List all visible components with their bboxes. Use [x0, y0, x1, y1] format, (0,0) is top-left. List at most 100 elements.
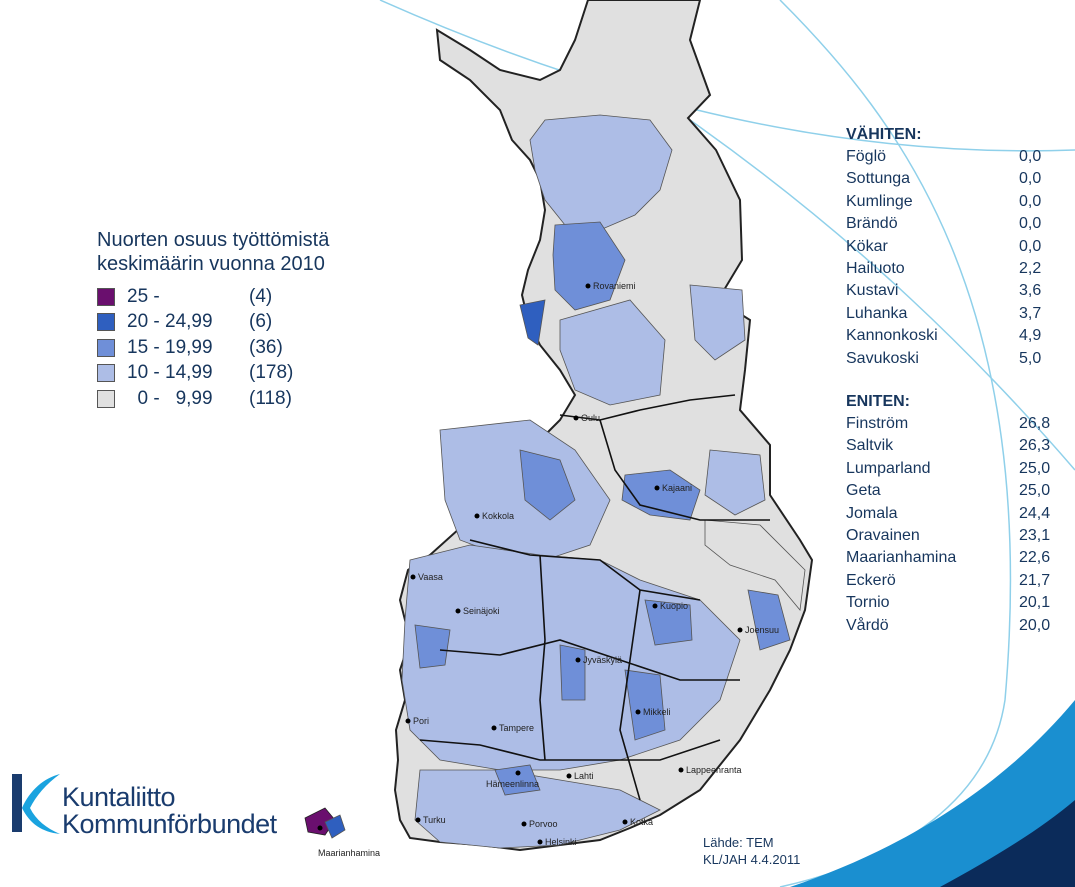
legend-swatch	[97, 287, 115, 306]
legend-swatch	[97, 364, 115, 383]
city-oulu: Oulu	[573, 413, 600, 423]
legend-count: (6)	[249, 311, 273, 333]
svg-text:Seinäjoki: Seinäjoki	[463, 606, 500, 616]
svg-text:Lappeenranta: Lappeenranta	[686, 765, 742, 775]
svg-text:Kotka: Kotka	[630, 817, 653, 827]
municipality-value: 2,2	[1019, 259, 1042, 277]
table-row: Kumlinge 0,0	[846, 191, 1053, 213]
legend-swatch	[97, 389, 115, 408]
municipality-name: Kustavi	[846, 282, 899, 300]
municipality-name: Oravainen	[846, 526, 920, 544]
city-joensuu: Joensuu	[737, 625, 779, 635]
municipality-value: 20,1	[1019, 594, 1051, 612]
svg-text:Joensuu: Joensuu	[745, 625, 779, 635]
city-pori: Pori	[405, 716, 429, 726]
municipality-name: Luhanka	[846, 304, 908, 322]
svg-text:Lahti: Lahti	[574, 771, 594, 781]
legend-range: 25 -	[127, 285, 160, 307]
municipality-name: Kumlinge	[846, 192, 913, 210]
municipality-name: Eckerö	[846, 571, 896, 589]
table-row: Oravainen 23,1	[846, 525, 1053, 547]
municipality-value: 25,0	[1019, 482, 1051, 500]
legend-row: 10 - 14,99 (178)	[97, 361, 329, 387]
corner-swoosh-dark	[940, 800, 1075, 887]
table-row: Savukoski 5,0	[846, 348, 1053, 370]
municipality-name: Brändö	[846, 215, 898, 233]
least-title: VÄHITEN:	[846, 126, 922, 143]
municipality-value: 3,6	[1019, 282, 1042, 300]
municipality-regions	[304, 114, 806, 849]
city-markers: Rovaniemi Oulu Kajaani Kokkola Vaasa Sei…	[317, 281, 779, 858]
city-turku: Turku	[415, 815, 446, 825]
municipality-value: 22,6	[1019, 549, 1051, 567]
city-helsinki: Helsinki	[537, 837, 577, 847]
table-row: Maarianhamina 22,6	[846, 547, 1053, 569]
municipality-name: Saltvik	[846, 437, 894, 455]
city-lappeenranta: Lappeenranta	[678, 765, 742, 775]
region-north-light	[529, 114, 673, 231]
legend-title: Nuorten osuus työttömistä keskimäärin vu…	[97, 228, 329, 276]
table-row: Föglö 0,0	[846, 146, 1053, 168]
municipality-value: 23,1	[1019, 526, 1051, 544]
map-legend: Nuorten osuus työttömistä keskimäärin vu…	[97, 228, 329, 412]
table-row: Vårdö 20,0	[846, 615, 1053, 637]
legend-count: (4)	[249, 285, 273, 307]
region-jyvaskyla	[559, 644, 586, 701]
svg-text:Oulu: Oulu	[581, 413, 600, 423]
municipality-value: 0,0	[1019, 237, 1042, 255]
svg-text:Rovaniemi: Rovaniemi	[593, 281, 636, 291]
region-east-lapland	[689, 284, 746, 361]
region-aland-blue	[324, 814, 346, 839]
table-row: Lumparland 25,0	[846, 458, 1053, 480]
municipality-name: Föglö	[846, 148, 887, 165]
svg-text:Hämeenlinna: Hämeenlinna	[486, 779, 539, 789]
municipality-name: Tornio	[846, 594, 890, 612]
municipality-value: 25,0	[1019, 459, 1051, 477]
region-rovaniemi	[552, 221, 626, 311]
region-south-coast	[414, 769, 661, 849]
region-grey-east	[704, 519, 806, 611]
municipality-value: 0,0	[1019, 215, 1042, 233]
table-row: Tornio 20,1	[846, 592, 1053, 614]
legend-range: 15 - 19,99	[127, 336, 213, 358]
table-row: Finström 26,8	[846, 413, 1053, 435]
region-hameenlinna	[494, 764, 541, 796]
municipality-value: 20,0	[1019, 616, 1051, 634]
table-row: Kökar 0,0	[846, 236, 1053, 258]
region-joensuu	[747, 589, 791, 651]
municipality-name: Maarianhamina	[846, 549, 957, 567]
logo-line2: Kommunförbundet	[62, 809, 277, 839]
city-rovaniemi: Rovaniemi	[585, 281, 636, 291]
municipality-name: Sottunga	[846, 170, 911, 188]
legend-title-line2: keskimäärin vuonna 2010	[97, 253, 325, 275]
city-lahti: Lahti	[566, 771, 594, 781]
svg-text:Pori: Pori	[413, 716, 429, 726]
region-kuopio	[644, 599, 693, 646]
province-borders	[419, 394, 770, 801]
municipality-name: Vårdö	[846, 616, 889, 634]
city-kokkola: Kokkola	[474, 511, 514, 521]
legend-count: (36)	[249, 336, 283, 358]
legend-row: 20 - 24,99 (6)	[97, 310, 329, 336]
city-hameenlinna: Hämeenlinna	[486, 770, 539, 789]
table-row: Jomala 24,4	[846, 503, 1053, 525]
city-mikkeli: Mikkeli	[635, 707, 671, 717]
city-vaasa: Vaasa	[410, 572, 443, 582]
table-row: Sottunga 0,0	[846, 168, 1053, 190]
most-table: ENITEN: Finström 26,8 Saltvik 26,3 Lumparl…	[846, 391, 1053, 637]
legend-swatch	[97, 313, 115, 332]
municipality-name: Kannonkoski	[846, 327, 938, 345]
table-row: Kannonkoski 4,9	[846, 325, 1053, 347]
municipality-value: 21,7	[1019, 571, 1051, 589]
legend-range: 20 - 24,99	[127, 311, 213, 333]
legend-row: 0 - 9,99 (118)	[97, 386, 329, 412]
region-ostrobothnia-dark	[519, 449, 576, 521]
city-maarianhamina: Maarianhamina	[317, 825, 380, 858]
municipality-name: Jomala	[846, 504, 898, 522]
city-porvoo: Porvoo	[521, 819, 558, 829]
source-line2: KL/JAH 4.4.2011	[703, 852, 801, 867]
svg-text:Mikkeli: Mikkeli	[643, 707, 671, 717]
legend-row: 15 - 19,99 (36)	[97, 335, 329, 361]
source-line1: Lähde: TEM	[703, 835, 774, 850]
